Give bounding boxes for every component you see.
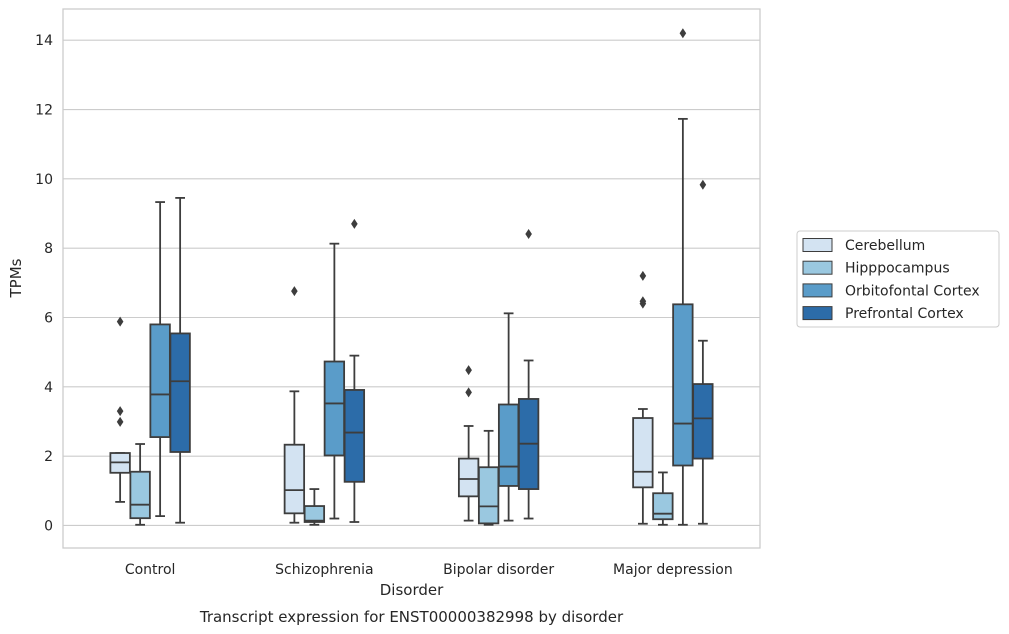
outlier-point bbox=[465, 387, 472, 398]
box bbox=[692, 383, 714, 460]
outlier-point bbox=[465, 365, 472, 376]
y-axis-ticks: 0 2 4 6 8 10 12 14 bbox=[35, 33, 53, 534]
legend-label: Hipppocampus bbox=[845, 261, 950, 277]
y-tick-label: 10 bbox=[35, 172, 53, 188]
x-axis-label: Disorder bbox=[380, 581, 444, 599]
legend-swatch bbox=[802, 238, 833, 252]
legend-swatch bbox=[802, 306, 833, 321]
x-tick-label: Major depression bbox=[613, 562, 733, 578]
x-tick-label: Control bbox=[125, 562, 176, 578]
box-group bbox=[109, 197, 191, 526]
outlier-point bbox=[639, 298, 647, 309]
outlier-point bbox=[639, 270, 647, 281]
outlier-point bbox=[679, 28, 687, 39]
plot-frame bbox=[62, 8, 761, 549]
box bbox=[303, 505, 326, 523]
box-group bbox=[283, 218, 366, 526]
box bbox=[323, 360, 346, 457]
x-axis-ticks: Control Schizophrenia Bipolar disorder Majo… bbox=[125, 562, 733, 578]
y-tick-label: 14 bbox=[35, 33, 53, 49]
x-tick-label: Schizophrenia bbox=[275, 562, 373, 578]
box-group bbox=[632, 28, 714, 526]
legend-frame bbox=[796, 230, 1000, 328]
outlier-point bbox=[351, 218, 358, 229]
y-tick-label: 12 bbox=[35, 103, 53, 119]
outlier-point bbox=[699, 179, 707, 190]
outlier-point bbox=[116, 316, 124, 327]
x-tick-label: Bipolar disorder bbox=[443, 562, 554, 578]
legend-label: Orbitofontal Cortex bbox=[845, 283, 980, 299]
box bbox=[672, 303, 694, 467]
box bbox=[149, 323, 171, 438]
legend-swatch bbox=[802, 260, 833, 275]
y-tick-label: 2 bbox=[44, 449, 53, 465]
y-tick-label: 0 bbox=[44, 518, 53, 534]
box-group bbox=[457, 228, 540, 526]
grid-lines bbox=[63, 39, 760, 527]
y-axis-label: TPMs bbox=[7, 258, 25, 298]
legend: Cerebellum Hipppocampus Orbitofontal Corte… bbox=[796, 230, 1000, 328]
chart-caption: Transcript expression for ENST0000038299… bbox=[199, 608, 624, 626]
outlier-point bbox=[525, 228, 532, 239]
box bbox=[129, 470, 151, 520]
box bbox=[457, 457, 480, 498]
outlier-point bbox=[116, 416, 124, 427]
box bbox=[632, 417, 654, 489]
outlier-point bbox=[116, 406, 124, 417]
y-tick-label: 6 bbox=[44, 310, 53, 326]
box bbox=[169, 332, 191, 453]
box bbox=[497, 403, 520, 487]
outlier-point bbox=[291, 286, 298, 297]
y-tick-label: 4 bbox=[44, 380, 53, 396]
box bbox=[343, 389, 366, 483]
box-groups bbox=[109, 28, 714, 526]
box bbox=[477, 466, 500, 525]
legend-label: Cerebellum bbox=[845, 238, 925, 254]
box bbox=[283, 443, 306, 515]
box bbox=[652, 492, 674, 521]
legend-label: Prefrontal Cortex bbox=[845, 306, 964, 322]
legend-swatch bbox=[802, 283, 833, 298]
y-tick-label: 8 bbox=[44, 241, 53, 257]
